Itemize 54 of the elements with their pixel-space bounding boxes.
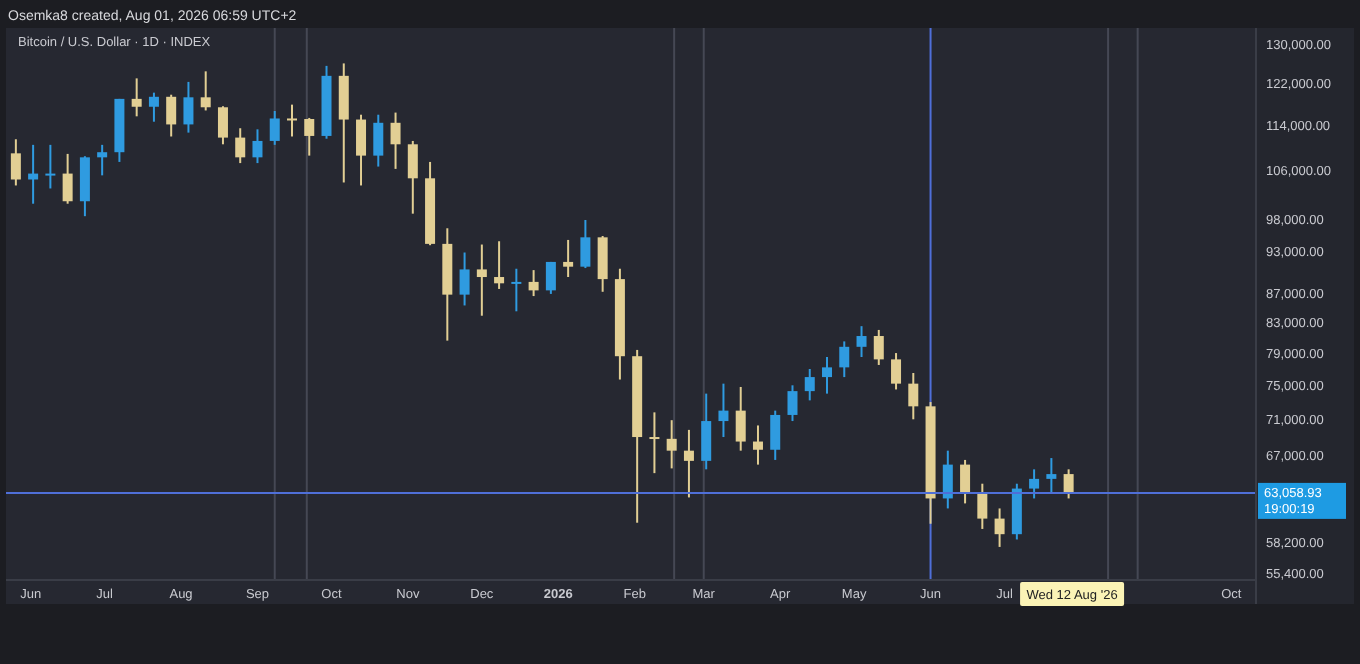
candlestick	[373, 113, 384, 168]
candlestick	[1063, 468, 1074, 500]
candlestick	[10, 138, 21, 187]
candlestick	[528, 269, 539, 298]
candlestick	[960, 458, 971, 505]
candlestick	[269, 109, 280, 146]
candlestick	[994, 507, 1005, 548]
candlestick	[97, 143, 108, 177]
candlestick	[683, 428, 694, 499]
candlestick	[839, 340, 850, 379]
candlestick	[787, 384, 798, 423]
candlestick	[701, 392, 712, 471]
candlestick	[649, 411, 660, 475]
candlestick	[304, 116, 315, 157]
candlestick	[891, 352, 902, 391]
candlestick	[1029, 468, 1040, 500]
candlestick	[287, 103, 297, 138]
candlestick	[856, 325, 867, 358]
candlestick	[356, 113, 367, 187]
candlestick	[942, 449, 953, 510]
candlestick	[873, 328, 884, 366]
candlestick	[666, 419, 677, 470]
candlestick	[235, 127, 246, 165]
candlestick	[148, 91, 159, 123]
candlestick	[494, 240, 505, 290]
candlestick	[338, 62, 349, 184]
candlestick	[580, 218, 591, 270]
candlestick	[390, 111, 401, 170]
candlestick	[563, 238, 574, 279]
candlestick	[1046, 457, 1057, 495]
candlestick	[183, 80, 194, 134]
candlestick	[45, 143, 56, 190]
candlestick	[770, 409, 781, 461]
candlestick	[79, 155, 90, 218]
candlestick	[908, 372, 919, 421]
candlestick	[545, 260, 556, 295]
candlestick	[1011, 482, 1022, 541]
candlestick	[62, 152, 73, 205]
candlestick	[166, 93, 177, 138]
candlestick	[735, 385, 746, 452]
candlestick	[718, 382, 729, 439]
candlestick	[977, 482, 988, 530]
candlestick	[200, 70, 211, 112]
candlestick	[217, 105, 228, 146]
candlestick	[804, 367, 815, 402]
candlestick	[511, 267, 522, 313]
candlestick	[459, 251, 470, 307]
candlestick	[131, 77, 142, 118]
candlestick	[407, 139, 418, 215]
candlestick	[476, 243, 487, 317]
candlestick	[752, 424, 763, 466]
candlestick	[252, 128, 263, 165]
candlestick	[822, 356, 833, 395]
candlestick	[597, 235, 608, 293]
